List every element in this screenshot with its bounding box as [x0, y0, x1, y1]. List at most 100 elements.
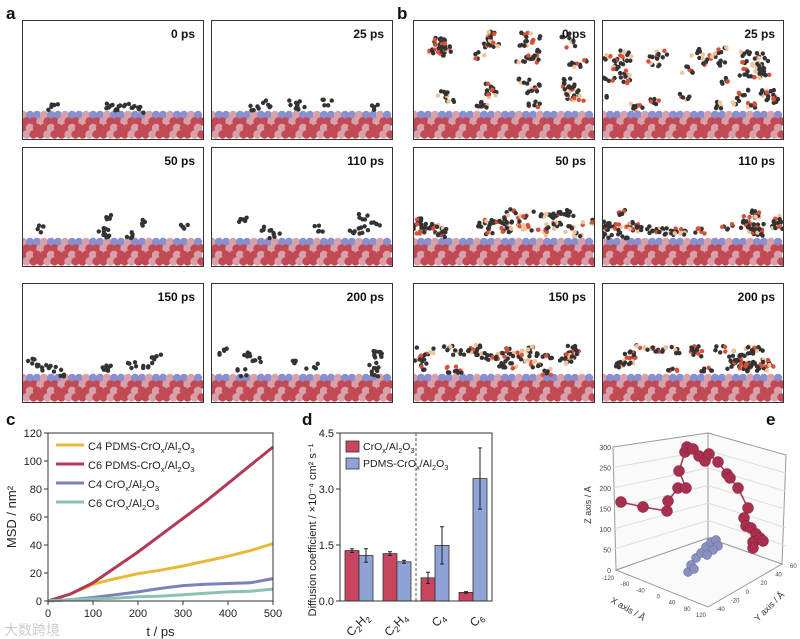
molecule-atom	[628, 58, 633, 63]
surface-atom	[78, 257, 87, 266]
surface-atom	[78, 130, 87, 139]
surface-atom	[497, 130, 506, 139]
surface-atom	[749, 117, 758, 126]
surface-atom	[665, 380, 674, 389]
surface-atom	[672, 393, 681, 402]
surface-atom	[707, 130, 716, 139]
surface-atom	[444, 250, 454, 260]
surface-atom	[703, 123, 713, 133]
surface-atom	[232, 244, 241, 253]
molecule-atom	[58, 373, 63, 379]
surface-atom	[700, 380, 709, 389]
molecule-atom	[531, 209, 536, 214]
plot-frame	[339, 432, 493, 602]
molecule-atom	[563, 229, 568, 235]
surface-atom	[347, 110, 357, 120]
surface-atom	[316, 117, 325, 126]
surface-atom	[490, 244, 499, 253]
molecule-atom	[700, 52, 706, 57]
surface-atom	[71, 257, 80, 266]
surface-atom	[430, 250, 440, 260]
surface-atom	[773, 237, 783, 247]
surface-atom	[658, 393, 667, 402]
molecule-atom	[443, 91, 449, 97]
surface-atom	[74, 250, 84, 260]
surface-atom	[630, 244, 639, 253]
molecule-atom	[754, 368, 760, 373]
surface-atom	[32, 250, 42, 260]
y-tick-label: 0.0	[319, 596, 334, 608]
surface-atom	[462, 257, 471, 266]
molecule-atom	[572, 95, 577, 101]
molecule-atom	[447, 370, 452, 375]
surface-atom	[612, 386, 622, 396]
molecule-atom	[497, 364, 502, 369]
surface-atom	[127, 380, 136, 389]
surface-atom	[23, 380, 31, 389]
molecule-atom	[491, 31, 497, 37]
molecule-atom	[677, 91, 683, 97]
molecule-atom	[537, 83, 542, 88]
surface-atom	[455, 117, 464, 126]
surface-atom	[109, 123, 119, 133]
surface-atom	[242, 386, 252, 396]
surface-atom	[644, 130, 653, 139]
surface-atom	[123, 123, 133, 133]
surface-atom	[141, 380, 150, 389]
surface-atom	[603, 123, 608, 133]
y-tick-label: 60	[790, 564, 797, 570]
surface-atom	[444, 386, 454, 396]
surface-atom	[228, 110, 238, 120]
surface-atom	[451, 110, 461, 120]
molecule-atom	[656, 51, 661, 57]
molecule-atom	[124, 234, 130, 240]
molecule-atom	[630, 226, 635, 232]
molecule-atom	[528, 31, 533, 36]
surface-atom	[284, 123, 294, 133]
z-tick-label: 250	[599, 466, 611, 473]
surface-atom	[323, 130, 332, 139]
surface-atom	[623, 117, 632, 126]
surface-atom	[584, 373, 594, 383]
bar-C2H2-0	[344, 550, 360, 602]
surface-atom	[361, 373, 371, 383]
surface-atom	[553, 393, 562, 402]
surface-atom	[511, 130, 520, 139]
surface-atom	[74, 110, 84, 120]
surface-atom	[354, 373, 364, 383]
surface-atom	[745, 373, 755, 383]
surface-atom	[151, 110, 161, 120]
molecule-atom	[423, 225, 428, 230]
surface-atom	[441, 380, 450, 389]
surface-atom	[382, 237, 392, 247]
surface-atom	[770, 117, 779, 126]
surface-atom	[270, 386, 280, 396]
surface-atom	[281, 130, 290, 139]
molecule-atom	[564, 210, 570, 216]
molecule-atom	[623, 68, 629, 73]
surface-atom	[365, 393, 374, 402]
surface-atom	[584, 123, 594, 133]
surface-atom	[340, 250, 350, 260]
surface-atom	[603, 380, 611, 389]
surface-atom	[626, 386, 636, 396]
surface-atom	[99, 244, 108, 253]
surface-atom	[563, 386, 573, 396]
x-tick-label: -80	[621, 582, 630, 588]
surface-atom	[242, 250, 252, 260]
surface-atom	[337, 380, 346, 389]
molecule-atom	[523, 39, 528, 44]
molecule-atom	[505, 213, 511, 218]
surface-atom	[316, 380, 325, 389]
surface-atom	[295, 244, 304, 253]
molecule-atom	[312, 223, 317, 229]
molecule-atom	[149, 360, 155, 366]
surface-atom	[603, 257, 611, 266]
molecule-atom	[502, 354, 507, 359]
surface-atom	[274, 130, 283, 139]
surface-atom	[528, 110, 538, 120]
surface-atom	[714, 130, 723, 139]
surface-atom	[700, 257, 709, 266]
molecule-atom	[534, 351, 540, 356]
